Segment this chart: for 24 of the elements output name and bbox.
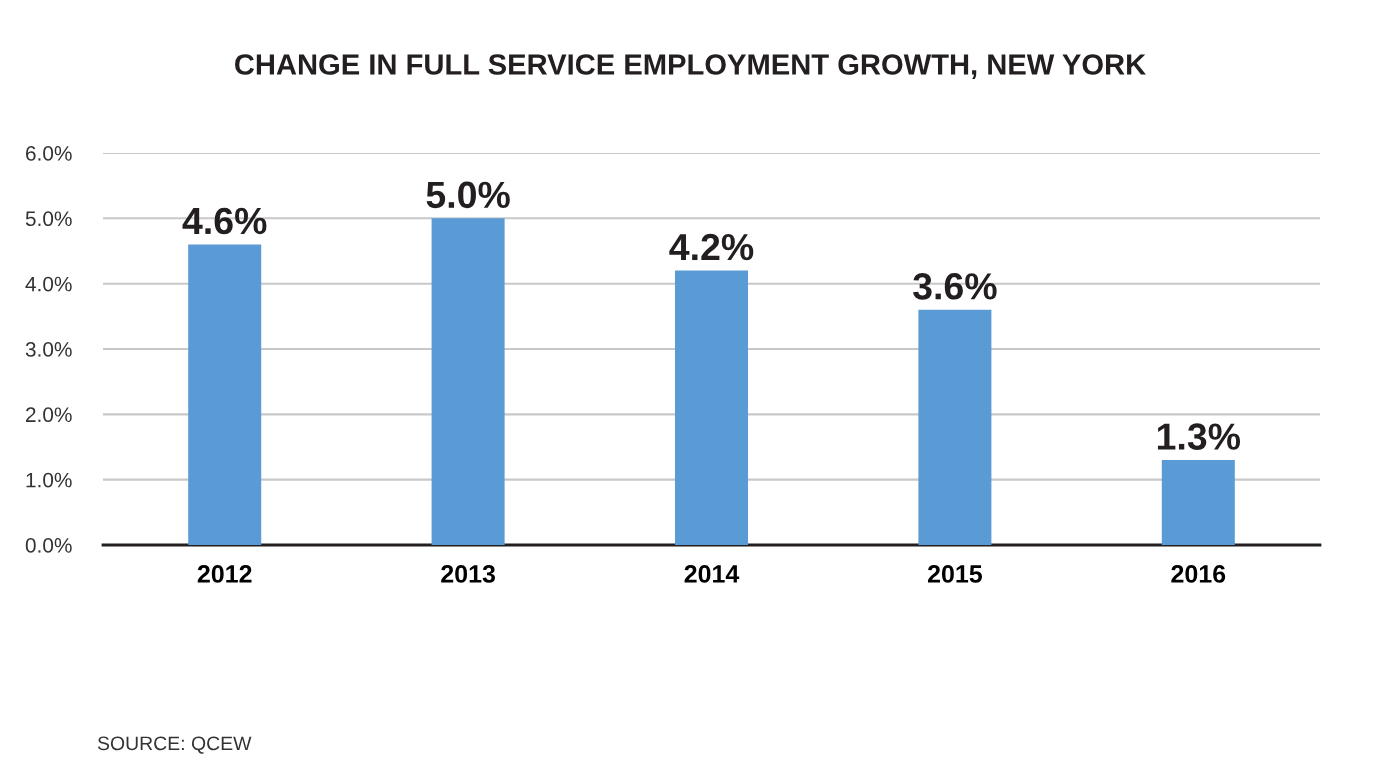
data-label: 4.6% bbox=[182, 207, 267, 235]
data-label: 3.6% bbox=[913, 273, 997, 300]
y-tick-label: 2.0% bbox=[26, 407, 72, 423]
x-tick-label: 2014 bbox=[684, 565, 740, 583]
chart-title: CHANGE IN FULL SERVICE EMPLOYMENT GROWTH, NEW YORK bbox=[235, 54, 1146, 80]
y-tick-label: 0.0% bbox=[25, 538, 72, 553]
bar bbox=[1161, 460, 1235, 545]
y-tick-label: 5.0% bbox=[25, 211, 72, 227]
y-tick-label: 4.0% bbox=[25, 276, 72, 292]
x-tick-label: 2012 bbox=[197, 565, 252, 583]
bar bbox=[431, 218, 505, 545]
x-tick-label: 2015 bbox=[927, 565, 983, 583]
x-tick-label: 2016 bbox=[1171, 565, 1226, 583]
bar bbox=[674, 270, 749, 545]
y-tick-label: 3.0% bbox=[25, 342, 72, 357]
data-label: 1.3% bbox=[1157, 423, 1241, 450]
y-tick-label: 6.0% bbox=[26, 146, 72, 161]
source-note: SOURCE: QCEW bbox=[97, 736, 252, 754]
bar bbox=[918, 309, 992, 545]
y-tick-label: 1.0% bbox=[26, 472, 72, 488]
data-label: 4.2% bbox=[669, 233, 754, 261]
bar bbox=[188, 244, 262, 545]
x-tick-label: 2013 bbox=[441, 565, 496, 583]
data-label: 5.0% bbox=[426, 181, 510, 209]
